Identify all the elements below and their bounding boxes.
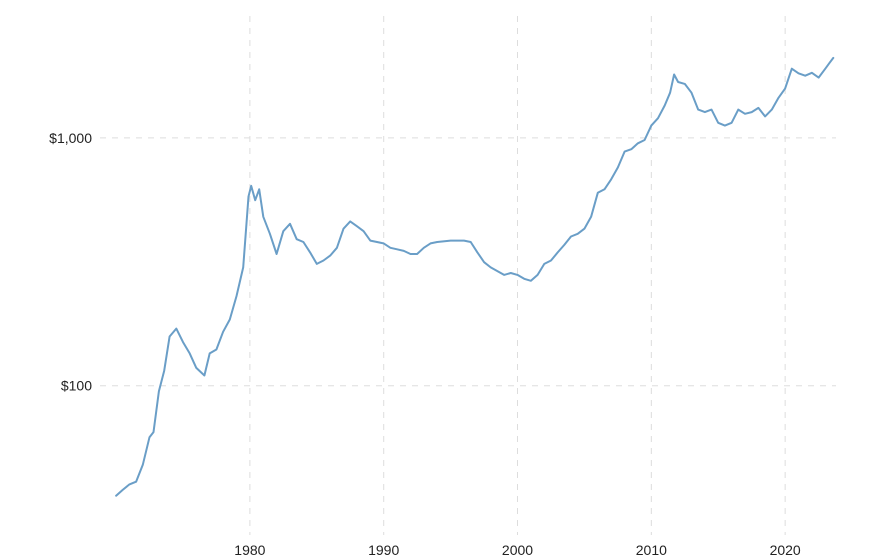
x-tick-label: 2020 — [770, 542, 801, 558]
y-tick-label: $1,000 — [49, 130, 92, 146]
series-layer — [115, 56, 835, 497]
x-tick-label: 2000 — [502, 542, 533, 558]
series-line-0 — [115, 56, 835, 497]
x-axis-ticks: 1980 1990 2000 2010 2020 — [234, 542, 801, 558]
y-tick-label: $100 — [61, 378, 92, 394]
y-gridlines — [100, 137, 836, 387]
x-tick-label: 1980 — [234, 542, 265, 558]
y-axis-ticks: $100 $1,000 — [49, 130, 92, 394]
x-tick-label: 1990 — [368, 542, 399, 558]
x-tick-label: 2010 — [636, 542, 667, 558]
x-gridlines — [249, 16, 786, 535]
